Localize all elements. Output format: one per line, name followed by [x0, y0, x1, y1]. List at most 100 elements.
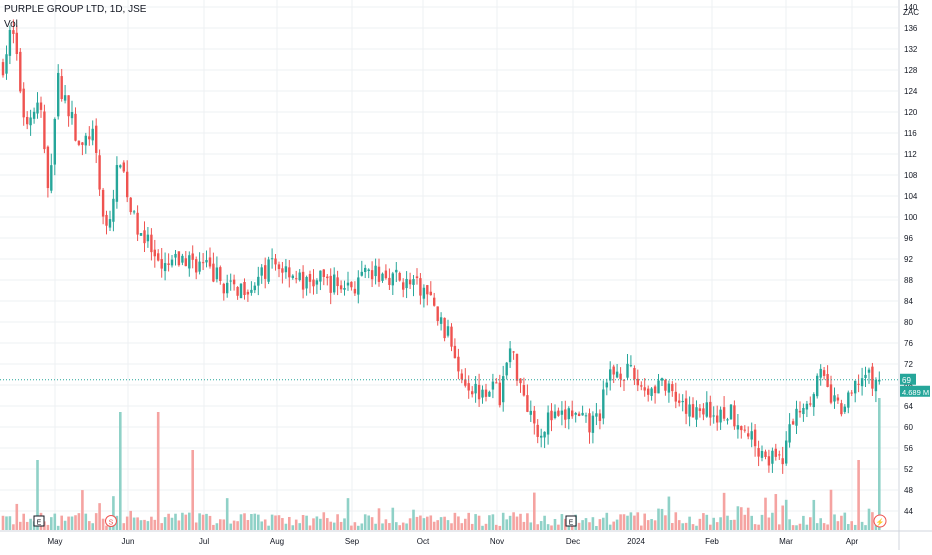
- volume-bar: [622, 514, 626, 530]
- candle-body: [243, 282, 246, 295]
- candle-body: [819, 368, 822, 378]
- candle-body: [691, 404, 695, 418]
- earnings-event-marker[interactable]: E: [33, 515, 45, 527]
- volume-bar: [370, 517, 374, 530]
- candle-body: [712, 415, 715, 417]
- candle-body: [609, 369, 612, 381]
- volume-bar: [753, 524, 757, 530]
- volume-bar: [878, 398, 881, 530]
- volume-bar: [771, 512, 774, 530]
- earnings-event-label: E: [37, 520, 42, 527]
- volume-bar: [653, 520, 657, 530]
- volume-bar: [408, 518, 412, 530]
- y-tick-label: 80: [904, 318, 913, 327]
- candle-body: [101, 189, 105, 217]
- candle-body: [622, 379, 626, 381]
- volume-bar: [398, 525, 401, 530]
- volume-bar: [809, 517, 812, 530]
- price-axis[interactable]: 140 136 132 128 124 120 116 112 108 104 100 96 92 88 8…: [904, 3, 918, 516]
- candle-body: [571, 410, 574, 417]
- candle-body: [146, 234, 150, 242]
- candle-body: [446, 326, 450, 336]
- candle-body: [46, 146, 50, 189]
- candle-body: [647, 388, 650, 395]
- candle-body: [143, 230, 146, 244]
- volume-bar: [667, 496, 671, 530]
- candle-body: [126, 171, 129, 198]
- candle-body: [481, 389, 484, 398]
- volume-bar: [294, 519, 298, 530]
- y-tick-label: 56: [904, 444, 913, 453]
- y-tick-label: 136: [904, 24, 918, 33]
- volume-bar: [843, 512, 847, 530]
- time-axis[interactable]: May Jun Jul Aug Sep Oct Nov Dec 2024 Feb Mar Apr: [47, 537, 858, 546]
- candle-body: [750, 431, 753, 440]
- candle-body: [674, 391, 677, 402]
- candle-body: [312, 279, 315, 287]
- volume-bar: [453, 512, 457, 530]
- volume-bar: [429, 515, 433, 530]
- volume-bar: [691, 524, 695, 530]
- volume-bar: [519, 513, 522, 530]
- volume-bar: [778, 524, 781, 530]
- volume-bar: [181, 512, 184, 530]
- candle-body: [360, 271, 363, 276]
- volume-bar: [101, 518, 105, 530]
- candle-body: [198, 261, 201, 272]
- volume-bar: [767, 517, 771, 530]
- volume-bar: [191, 450, 194, 530]
- news-event-marker[interactable]: ⚡: [873, 514, 887, 528]
- volume-bar: [626, 515, 629, 530]
- volume-bar: [729, 519, 733, 530]
- split-event-marker[interactable]: S: [105, 515, 117, 527]
- candle-body: [522, 385, 526, 396]
- volume-bar: [709, 524, 712, 530]
- volume-bar: [239, 514, 243, 530]
- candle-body: [253, 285, 256, 291]
- candle-body: [836, 397, 840, 401]
- earnings-event-label: E: [569, 520, 574, 527]
- volume-bar: [281, 518, 284, 530]
- volume-bar: [46, 524, 50, 530]
- candle-body: [122, 162, 125, 172]
- volume-bar: [515, 516, 519, 530]
- candle-body: [671, 384, 674, 392]
- candle-body: [681, 400, 684, 403]
- volume-bar: [329, 521, 332, 530]
- earnings-event-marker[interactable]: E: [565, 515, 577, 527]
- volume-bar: [63, 520, 67, 530]
- volume-bar: [360, 523, 364, 530]
- volume-bar: [346, 498, 350, 530]
- volume-bar: [112, 496, 115, 530]
- candle-body: [88, 136, 91, 140]
- candle-body: [716, 415, 719, 423]
- volume-bar: [422, 518, 426, 530]
- volume-bar: [357, 525, 360, 530]
- volume-bar: [401, 522, 405, 530]
- candle-body: [370, 270, 374, 280]
- candle-body: [8, 29, 12, 56]
- candle-body: [788, 424, 791, 443]
- volume-bar: [564, 518, 567, 530]
- candle-body: [495, 382, 498, 384]
- x-tick-label: Mar: [779, 537, 793, 546]
- volume-bar: [98, 503, 101, 530]
- volume-bar: [450, 523, 453, 530]
- candle-body: [201, 262, 205, 264]
- candle-body: [778, 454, 781, 456]
- volume-bar: [312, 518, 315, 530]
- volume-bar: [674, 512, 678, 530]
- candle-body: [574, 413, 577, 415]
- volume-bar: [374, 523, 377, 530]
- candle-body: [695, 407, 698, 420]
- volume-bar: [684, 522, 688, 530]
- last-volume-badge: [900, 385, 930, 397]
- volume-bar: [336, 514, 339, 530]
- volume-bar: [446, 520, 450, 530]
- volume-bar: [743, 514, 747, 530]
- candle-body: [684, 398, 688, 414]
- candle-body: [260, 267, 263, 276]
- candle-body: [453, 345, 457, 359]
- candle-body: [698, 408, 702, 411]
